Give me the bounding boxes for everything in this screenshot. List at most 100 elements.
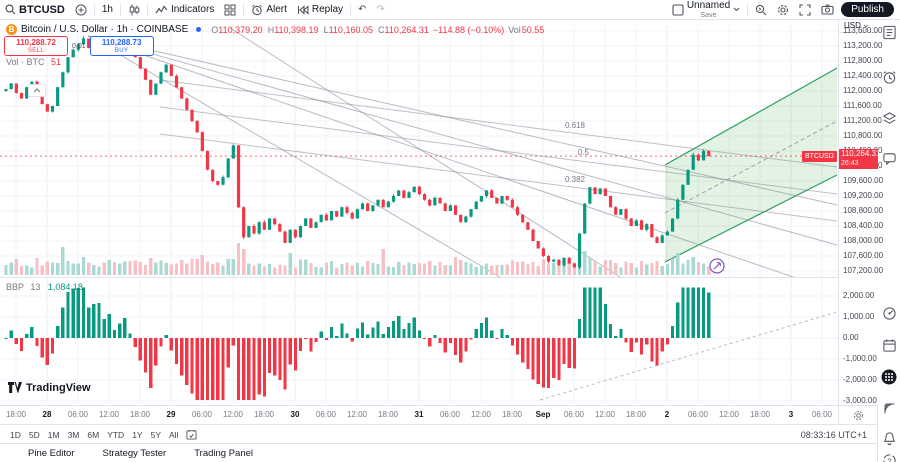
tab-trading-panel[interactable]: Trading Panel: [194, 448, 253, 459]
redo-button[interactable]: ↷: [371, 4, 389, 15]
layout-name: Unnamed Save: [686, 0, 731, 19]
indicator-templates-button[interactable]: [219, 4, 241, 16]
ohlc-item: H110,398.19: [267, 24, 319, 35]
fullscreen-button[interactable]: [794, 3, 816, 16]
apps-grid-button[interactable]: [881, 369, 897, 385]
pane-separator[interactable]: [0, 277, 838, 278]
time-tick: 18:00: [5, 410, 27, 419]
indicators-button[interactable]: Indicators: [150, 4, 219, 16]
tradingview-watermark[interactable]: TradingView: [8, 381, 91, 394]
chat-button[interactable]: [881, 150, 897, 166]
pane-collapse-button[interactable]: [28, 84, 46, 97]
range-button-all[interactable]: All: [169, 429, 179, 440]
range-button-ytd[interactable]: YTD: [107, 429, 125, 440]
chevron-up-icon: [33, 88, 41, 93]
ohlc-item: C110,264.31: [377, 24, 429, 35]
go-to-date-icon[interactable]: [186, 429, 197, 440]
layout-button[interactable]: Unnamed Save: [667, 0, 745, 19]
toolbar-separator: [350, 3, 352, 16]
ohlc-item: O110,379.20: [211, 24, 263, 35]
symbol-title[interactable]: Bitcoin / U.S. Dollar · 1h · COINBASE: [21, 24, 189, 35]
time-axis[interactable]: 18:00 28 06:00 12:00 18:00 29 06:00 12:00 18:00 3…: [0, 405, 838, 425]
gauge-icon: [882, 306, 896, 320]
interval-button[interactable]: 1h: [97, 4, 118, 15]
price-tick: 107,200.00: [843, 265, 884, 275]
bbp-title[interactable]: BBP: [6, 282, 24, 292]
price-tick: 113,600.00: [843, 26, 883, 35]
sell-label: SELL: [27, 47, 45, 54]
price-axis[interactable]: USD 113,600.00 113,200.00 112,800.00 112,40…: [838, 19, 883, 406]
watchlist-button[interactable]: [881, 24, 897, 40]
range-button-5d[interactable]: 5D: [28, 429, 40, 440]
ideas-button[interactable]: [881, 305, 897, 321]
snapshot-button[interactable]: [816, 4, 839, 15]
time-tick: 3: [788, 410, 794, 419]
range-button-3m[interactable]: 3M: [67, 429, 80, 440]
time-tick: 06:00: [439, 410, 461, 419]
time-tick: 12:00: [222, 410, 244, 419]
object-tree-button[interactable]: [881, 110, 897, 126]
rss-icon: [883, 402, 894, 413]
axis-currency-label: USD: [844, 21, 861, 30]
undo-button[interactable]: ↶: [353, 4, 371, 15]
calendar-button[interactable]: [881, 337, 897, 353]
alert-clock-icon: [251, 4, 263, 16]
time-tick: 18:00: [377, 410, 399, 419]
layout-icon: [672, 3, 684, 16]
price-tick: 111,600.00: [843, 100, 882, 110]
volume-legend-label: Vol · BTC: [6, 57, 45, 67]
range-button-1y[interactable]: 1Y: [132, 429, 143, 440]
time-tick: 12:00: [718, 410, 740, 419]
replay-button[interactable]: Replay: [292, 4, 348, 16]
notifications-button[interactable]: [881, 430, 897, 446]
time-axis-settings[interactable]: [838, 405, 878, 425]
change-value: −114.88 (−0.10%): [432, 24, 505, 35]
price-tick: 112,400.00: [843, 70, 883, 80]
bbp-tick: -1,000.00: [843, 354, 877, 363]
time-tick: 30: [290, 410, 300, 419]
clock[interactable]: 08:33:16 UTC+1: [800, 429, 867, 440]
help-icon: ?: [882, 453, 896, 462]
tab-strategy-tester[interactable]: Strategy Tester: [102, 448, 167, 459]
compare-add-button[interactable]: [70, 4, 92, 16]
calendar-icon: [882, 338, 896, 352]
toolbar-separator: [747, 3, 749, 16]
drawing-annotation[interactable]: [709, 258, 725, 274]
quick-search-button[interactable]: [750, 4, 772, 16]
time-tick: 28: [42, 410, 52, 419]
alert-button[interactable]: Alert: [246, 4, 292, 16]
axis-currency-selector[interactable]: USD: [839, 19, 878, 33]
bbp-legend: BBP 13 1,084.18: [6, 282, 83, 292]
publish-button[interactable]: Publish: [841, 2, 894, 17]
time-tick: 12:00: [346, 410, 368, 419]
save-label[interactable]: Save: [700, 11, 717, 19]
time-tick: 06:00: [811, 410, 833, 419]
layout-name-text: Unnamed: [686, 0, 731, 11]
news-button[interactable]: [881, 400, 897, 416]
bbp-value: 1,084.18: [47, 282, 83, 292]
settings-button[interactable]: [772, 4, 794, 16]
bbp-tick: -3,000.00: [843, 396, 877, 406]
range-button-1d[interactable]: 1D: [10, 429, 21, 440]
time-tick: 06:00: [315, 410, 337, 419]
help-button[interactable]: ?: [881, 452, 897, 462]
tab-pine-editor[interactable]: Pine Editor: [28, 448, 75, 459]
range-button-1m[interactable]: 1M: [47, 429, 60, 440]
svg-text:?: ?: [887, 456, 891, 462]
search-icon: [5, 4, 16, 15]
buy-button[interactable]: 110,288.73 BUY: [89, 36, 154, 56]
vol-value: 50.55: [521, 24, 545, 35]
time-tick: 06:00: [687, 410, 709, 419]
chevron-down-icon: [733, 7, 740, 12]
range-button-5y[interactable]: 5Y: [150, 429, 161, 440]
symbol-search-button[interactable]: BTCUSD: [0, 4, 70, 16]
main-chart[interactable]: 0.618 0.5 0.382: [0, 19, 838, 405]
chart-style-button[interactable]: [123, 4, 145, 16]
sell-button[interactable]: 110,288.72 SELL: [4, 36, 68, 56]
range-button-6m[interactable]: 6M: [87, 429, 100, 440]
alerts-button[interactable]: [881, 69, 897, 85]
toolbar-separator: [119, 3, 121, 16]
redo-icon: ↷: [376, 4, 385, 15]
price-tick: 112,800.00: [843, 55, 883, 65]
